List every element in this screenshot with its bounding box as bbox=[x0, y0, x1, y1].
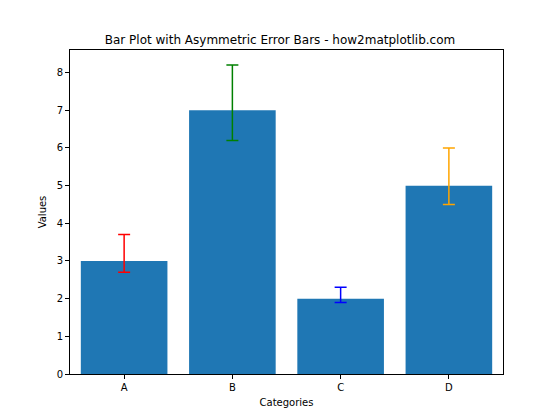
svg-text:8: 8 bbox=[57, 67, 63, 78]
svg-text:0: 0 bbox=[57, 369, 63, 380]
svg-text:Values: Values bbox=[37, 196, 48, 229]
svg-text:A: A bbox=[121, 382, 128, 393]
svg-text:D: D bbox=[445, 382, 453, 393]
svg-text:1: 1 bbox=[57, 331, 63, 342]
svg-text:7: 7 bbox=[57, 105, 63, 116]
svg-text:Categories: Categories bbox=[260, 397, 314, 408]
svg-text:B: B bbox=[229, 382, 236, 393]
svg-text:4: 4 bbox=[57, 218, 63, 229]
svg-text:5: 5 bbox=[57, 180, 63, 191]
svg-text:6: 6 bbox=[57, 142, 63, 153]
svg-text:3: 3 bbox=[57, 255, 63, 266]
svg-text:Bar Plot with Asymmetric Error: Bar Plot with Asymmetric Error Bars - ho… bbox=[105, 33, 455, 47]
svg-text:C: C bbox=[337, 382, 344, 393]
svg-text:2: 2 bbox=[57, 293, 63, 304]
